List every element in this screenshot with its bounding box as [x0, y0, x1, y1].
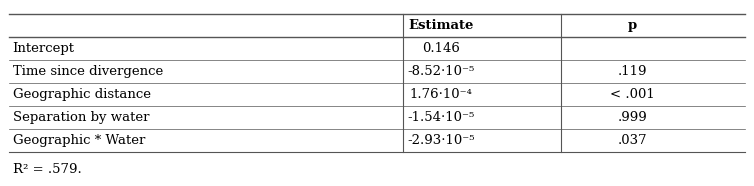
Text: .037: .037	[618, 134, 647, 147]
Text: < .001: < .001	[610, 88, 654, 101]
Text: Geographic distance: Geographic distance	[13, 88, 151, 101]
Text: -2.93·10⁻⁵: -2.93·10⁻⁵	[407, 134, 474, 147]
Text: Separation by water: Separation by water	[13, 111, 149, 124]
Text: p: p	[628, 19, 637, 32]
Text: -1.54·10⁻⁵: -1.54·10⁻⁵	[407, 111, 474, 124]
Text: -8.52·10⁻⁵: -8.52·10⁻⁵	[407, 65, 474, 78]
Text: .119: .119	[618, 65, 647, 78]
Text: Estimate: Estimate	[408, 19, 474, 32]
Text: Geographic * Water: Geographic * Water	[13, 134, 145, 147]
Text: Intercept: Intercept	[13, 42, 75, 55]
Text: R² = .579.: R² = .579.	[13, 163, 81, 177]
Text: 1.76·10⁻⁴: 1.76·10⁻⁴	[409, 88, 472, 101]
Text: .999: .999	[618, 111, 647, 124]
Text: 0.146: 0.146	[422, 42, 460, 55]
Text: Time since divergence: Time since divergence	[13, 65, 163, 78]
